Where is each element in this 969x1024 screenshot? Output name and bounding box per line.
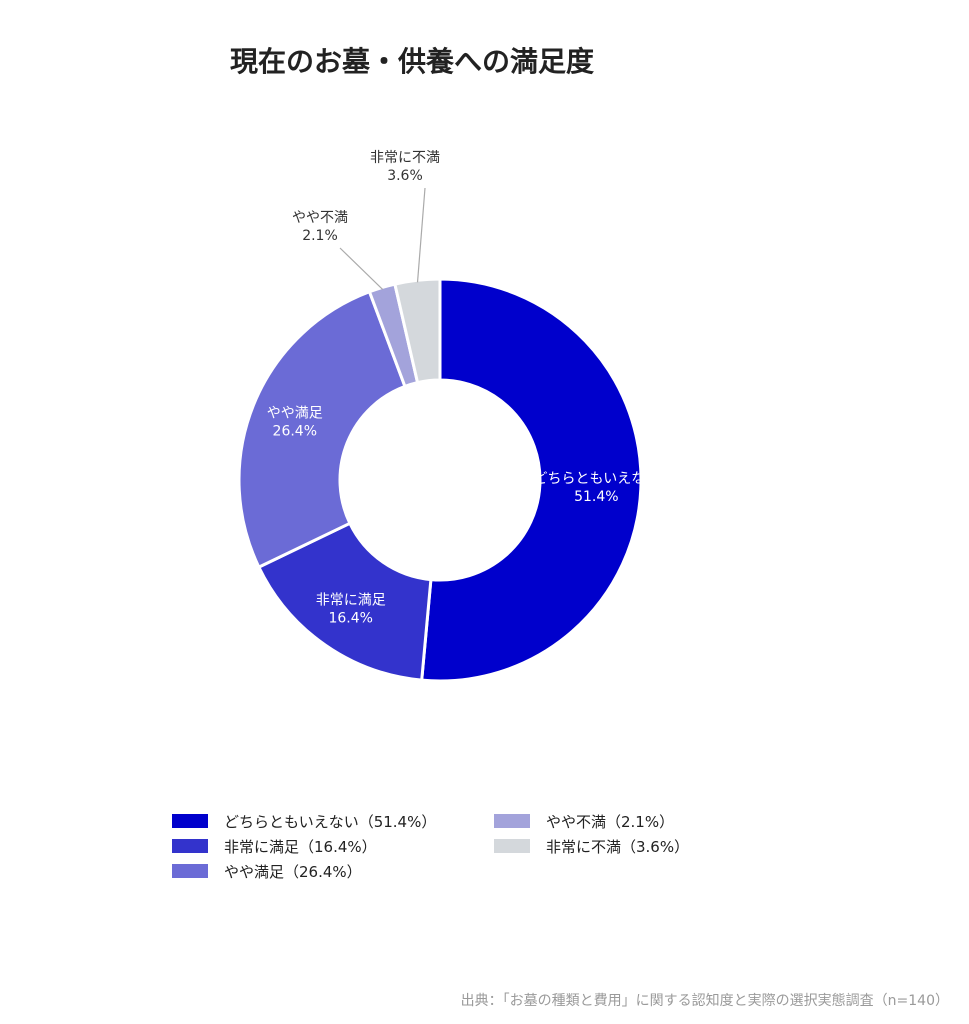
legend-label: 非常に不満（3.6%） bbox=[546, 837, 690, 856]
donut-chart: どちらともいえない 51.4% 非常に満足 16.4% やや満足 26.4% やや不満 2.1… bbox=[237, 150, 659, 683]
slice-label: やや満足 bbox=[267, 406, 323, 422]
legend-label: どちらともいえない（51.4%） bbox=[224, 812, 437, 831]
slice-label: どちらともいえない bbox=[533, 471, 659, 487]
slice-value-label: 51.4% bbox=[574, 489, 618, 505]
legend-swatch bbox=[172, 864, 208, 878]
legend-swatch bbox=[172, 839, 208, 853]
legend-item: 非常に不満（3.6%） bbox=[494, 833, 689, 859]
slice-value-label: 16.4% bbox=[328, 611, 372, 627]
slice-value-label: 3.6% bbox=[387, 168, 423, 184]
legend-label: 非常に満足（16.4%） bbox=[224, 837, 377, 856]
legend: どちらともいえない（51.4%） 非常に満足（16.4%） やや満足（26.4%… bbox=[172, 808, 732, 898]
donut-slice bbox=[237, 289, 407, 570]
legend-swatch bbox=[494, 814, 530, 828]
slice-value-label: 2.1% bbox=[302, 228, 338, 244]
legend-label: やや満足（26.4%） bbox=[224, 862, 362, 881]
slice-label: 非常に不満 bbox=[370, 150, 440, 166]
slice-label: やや不満 bbox=[292, 210, 348, 226]
slice-value-label: 26.4% bbox=[273, 424, 317, 440]
leader-line bbox=[416, 187, 426, 283]
donut-slice bbox=[256, 521, 433, 682]
legend-label: やや不満（2.1%） bbox=[546, 812, 675, 831]
donut-slice bbox=[393, 277, 442, 385]
source-note: 出典：「お墓の種類と費用」に関する認知度と実際の選択実態調査（n=140） bbox=[460, 993, 949, 1009]
legend-item: どちらともいえない（51.4%） bbox=[172, 808, 436, 834]
leader-line bbox=[339, 247, 384, 290]
legend-swatch bbox=[172, 814, 208, 828]
chart-title: 現在のお墓・供養への満足度 bbox=[230, 45, 595, 78]
legend-item: やや満足（26.4%） bbox=[172, 858, 362, 884]
donut-slice bbox=[420, 277, 643, 683]
legend-item: やや不満（2.1%） bbox=[494, 808, 674, 834]
legend-swatch bbox=[494, 839, 530, 853]
slice-label: 非常に満足 bbox=[316, 593, 386, 609]
legend-item: 非常に満足（16.4%） bbox=[172, 833, 377, 859]
